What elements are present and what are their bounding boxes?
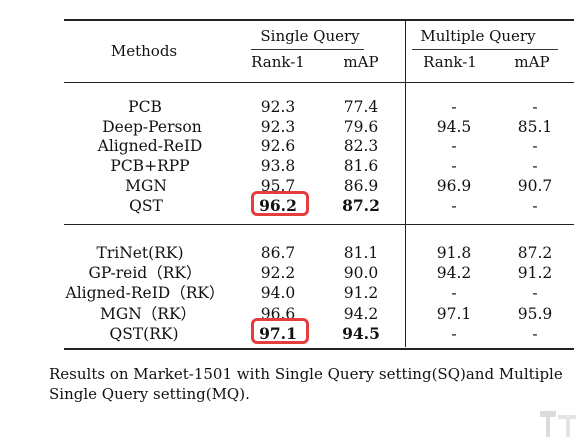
metric-cell-sq-map: 87.2 <box>342 195 380 215</box>
metric-cell-mq-map: - <box>532 284 538 303</box>
header-rank1-sq: Rank-1 <box>251 53 305 71</box>
metric-cell-sq-map: 94.2 <box>343 304 379 323</box>
metric-cell-mq-map: - <box>532 157 538 176</box>
metric-cell-mq-rank1: - <box>451 284 457 303</box>
method-name-cell: Aligned-ReID（RK） <box>65 284 225 303</box>
method-name-cell: TriNet(RK) <box>96 244 184 262</box>
metric-cell-mq-rank1: 97.1 <box>436 304 472 323</box>
metric-cell-sq-map: 81.1 <box>343 244 379 262</box>
highlight-box-qst <box>251 191 309 216</box>
metric-cell-mq-rank1: 94.5 <box>436 117 472 136</box>
header-bottom-rule <box>64 82 574 83</box>
method-name-cell: PCB+RPP <box>110 157 190 176</box>
watermark-logo-icon <box>540 411 576 437</box>
column-separator <box>405 21 406 347</box>
metric-cell-mq-rank1: 94.2 <box>436 264 472 283</box>
metric-cell-sq-map: 77.4 <box>343 98 379 116</box>
method-name-cell: MGN（RK） <box>99 304 197 323</box>
single-query-underline <box>251 49 364 50</box>
metric-cell-sq-rank1: 92.3 <box>260 117 296 136</box>
metric-cell-mq-map: - <box>532 324 538 343</box>
method-name-cell: QST <box>129 196 163 215</box>
metric-cell-mq-map: - <box>532 98 538 116</box>
metric-cell-sq-map: 82.3 <box>343 137 379 156</box>
metric-cell-sq-rank1: 95.7 <box>260 176 296 195</box>
method-name-cell: PCB <box>128 98 162 116</box>
metric-cell-mq-rank1: - <box>451 137 457 156</box>
metric-cell-sq-rank1: 92.2 <box>260 264 296 283</box>
metric-cell-mq-rank1: 96.9 <box>436 176 472 195</box>
metric-cell-sq-map: 91.2 <box>343 284 379 303</box>
metric-cell-sq-map: 79.6 <box>343 117 379 136</box>
metric-cell-mq-map: 91.2 <box>517 264 553 283</box>
header-rank1-mq: Rank-1 <box>423 53 477 71</box>
metric-cell-sq-rank1: 93.8 <box>260 157 296 176</box>
group-separator-rule <box>64 224 574 225</box>
metric-cell-sq-rank1: 97.1 <box>259 323 297 343</box>
header-single-query: Single Query <box>260 27 360 45</box>
metric-cell-sq-rank1: 92.6 <box>260 137 296 156</box>
metric-cell-mq-map: - <box>532 137 538 156</box>
metric-cell-sq-map: 86.9 <box>343 176 379 195</box>
metric-cell-mq-rank1: 91.8 <box>436 244 472 262</box>
table-caption: Results on Market-1501 with Single Query… <box>49 365 563 403</box>
metric-cell-mq-rank1: - <box>451 196 457 215</box>
metric-cell-sq-map: 90.0 <box>343 264 379 283</box>
method-name-cell: MGN <box>125 176 167 195</box>
table-top-rule <box>64 19 574 21</box>
header-map-sq: mAP <box>343 53 379 71</box>
metric-cell-mq-rank1: - <box>451 98 457 116</box>
highlight-box-qst-rk <box>251 318 309 344</box>
metric-cell-mq-map: 87.2 <box>517 244 553 262</box>
metric-cell-sq-rank1: 92.3 <box>260 98 296 116</box>
metric-cell-mq-map: - <box>532 196 538 215</box>
metric-cell-sq-rank1: 86.7 <box>260 244 296 262</box>
header-methods: Methods <box>110 42 178 60</box>
metric-cell-mq-map: 95.9 <box>517 304 553 323</box>
method-name-cell: Deep-Person <box>102 117 202 136</box>
header-map-mq: mAP <box>514 53 550 71</box>
metric-cell-mq-rank1: - <box>451 157 457 176</box>
method-name-cell: GP-reid（RK） <box>88 264 202 283</box>
metric-cell-sq-rank1: 96.2 <box>259 195 297 215</box>
method-name-cell: QST(RK) <box>109 324 179 343</box>
metric-cell-mq-rank1: - <box>451 324 457 343</box>
table-bottom-rule <box>64 348 574 350</box>
metric-cell-sq-map: 94.5 <box>342 323 380 343</box>
metric-cell-sq-map: 81.6 <box>343 157 379 176</box>
method-name-cell: Aligned-ReID <box>97 137 203 156</box>
metric-cell-mq-map: 85.1 <box>517 117 553 136</box>
multiple-query-underline <box>412 49 558 50</box>
metric-cell-mq-map: 90.7 <box>517 176 553 195</box>
metric-cell-sq-rank1: 94.0 <box>260 284 296 303</box>
header-multiple-query: Multiple Query <box>420 27 536 45</box>
